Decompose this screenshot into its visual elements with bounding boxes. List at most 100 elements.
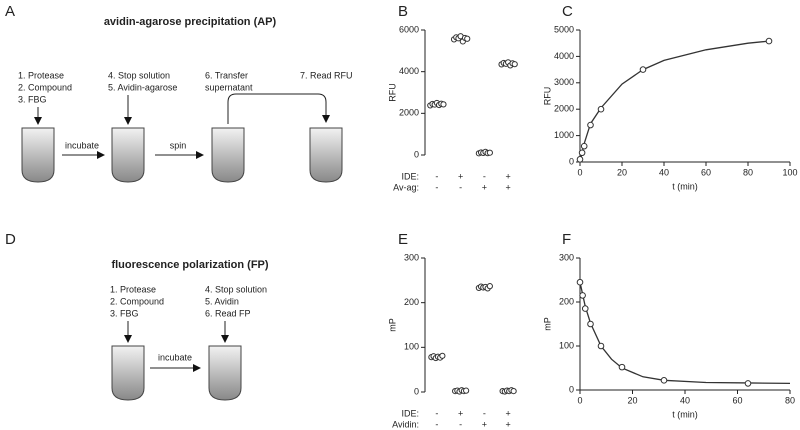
panel-label: A bbox=[5, 3, 15, 20]
data-point bbox=[597, 105, 605, 113]
data-point bbox=[587, 320, 594, 328]
data-point bbox=[587, 121, 594, 129]
action: incubate bbox=[65, 140, 99, 150]
data-point bbox=[618, 363, 626, 371]
data-point bbox=[639, 66, 647, 73]
x-axis-label: t (min) bbox=[672, 409, 698, 419]
condition-value: + bbox=[505, 182, 510, 192]
condition-value: + bbox=[505, 171, 510, 181]
data-point bbox=[581, 305, 589, 312]
x-tick-label: 20 bbox=[627, 395, 637, 405]
condition-value: + bbox=[482, 182, 487, 192]
x-tick-label: 20 bbox=[617, 167, 627, 177]
y-tick-label: 4000 bbox=[554, 51, 574, 61]
x-tick-label: 80 bbox=[785, 395, 795, 405]
step: 4. Stop solution bbox=[205, 284, 267, 294]
condition-value: - bbox=[435, 171, 438, 181]
panel-label: C bbox=[562, 3, 573, 20]
y-tick-label: 3000 bbox=[554, 77, 574, 87]
x-tick-label: 60 bbox=[701, 167, 711, 177]
y-tick-label: 5000 bbox=[554, 24, 574, 34]
data-point bbox=[660, 377, 668, 384]
condition-value: - bbox=[483, 171, 486, 181]
condition-name: Avidin: bbox=[392, 419, 419, 429]
y-tick-label: 100 bbox=[404, 342, 419, 352]
fit-curve bbox=[579, 282, 791, 385]
arrows bbox=[34, 93, 330, 159]
y-tick-label: 200 bbox=[559, 296, 574, 306]
condition-value: + bbox=[482, 419, 487, 429]
panel-label: F bbox=[562, 231, 571, 248]
y-tick-label: 300 bbox=[559, 252, 574, 262]
panel-label: D bbox=[5, 231, 16, 248]
x-tick-label: 0 bbox=[577, 395, 582, 405]
x-axis-label: t (min) bbox=[672, 181, 698, 191]
step: 2. Compound bbox=[110, 296, 164, 306]
step: 1. Protease bbox=[18, 70, 64, 80]
data-point bbox=[486, 149, 493, 156]
condition-value: - bbox=[483, 408, 486, 418]
data-point bbox=[580, 142, 588, 150]
condition-value: - bbox=[435, 182, 438, 192]
y-tick-label: 0 bbox=[569, 384, 574, 394]
data-point bbox=[576, 278, 584, 286]
condition-value: + bbox=[458, 171, 463, 181]
y-tick-label: 4000 bbox=[399, 66, 419, 76]
condition-name: IDE: bbox=[401, 408, 419, 418]
x-tick-label: 40 bbox=[680, 395, 690, 405]
y-tick-label: 0 bbox=[414, 149, 419, 159]
data-point bbox=[744, 380, 752, 387]
step: 1. Protease bbox=[110, 284, 156, 294]
condition-name: IDE: bbox=[401, 171, 419, 181]
tubes bbox=[21, 127, 343, 183]
action: spin bbox=[170, 140, 187, 150]
step: 5. Avidin bbox=[205, 296, 239, 306]
y-axis-label: mP bbox=[542, 317, 552, 331]
data-point bbox=[439, 352, 446, 359]
x-tick-label: 0 bbox=[577, 167, 582, 177]
step: 6. Read FP bbox=[205, 308, 251, 318]
y-tick-label: 300 bbox=[404, 252, 419, 262]
diagram-title: avidin-agarose precipitation (AP) bbox=[104, 16, 277, 28]
diagram-title: fluorescence polarization (FP) bbox=[111, 259, 268, 271]
data-point bbox=[511, 61, 518, 68]
condition-value: - bbox=[459, 419, 462, 429]
panel-label: B bbox=[398, 3, 408, 20]
x-tick-label: 40 bbox=[659, 167, 669, 177]
y-tick-label: 2000 bbox=[399, 108, 419, 118]
x-tick-label: 60 bbox=[732, 395, 742, 405]
data-point bbox=[579, 292, 586, 299]
tubes bbox=[111, 345, 242, 401]
data-point bbox=[440, 101, 447, 108]
condition-value: - bbox=[459, 182, 462, 192]
step: 4. Stop solution bbox=[108, 70, 170, 80]
data-point bbox=[576, 156, 584, 163]
step: 3. FBG bbox=[110, 308, 139, 318]
arrows bbox=[124, 321, 229, 372]
data-point bbox=[463, 387, 470, 394]
condition-value: + bbox=[505, 419, 510, 429]
y-tick-label: 1000 bbox=[554, 130, 574, 140]
data-point bbox=[597, 342, 605, 350]
step: 2. Compound bbox=[18, 82, 72, 92]
y-axis-label: RFU bbox=[542, 87, 552, 106]
condition-value: + bbox=[458, 408, 463, 418]
action: incubate bbox=[158, 352, 192, 362]
y-tick-label: 2000 bbox=[554, 104, 574, 114]
y-axis-label: RFU bbox=[387, 83, 397, 102]
step: 5. Avidin-agarose bbox=[108, 82, 177, 92]
y-tick-label: 6000 bbox=[399, 24, 419, 34]
y-tick-label: 100 bbox=[559, 340, 574, 350]
data-point bbox=[510, 388, 517, 395]
step: supernatant bbox=[205, 82, 253, 92]
condition-name: Av-ag: bbox=[393, 182, 419, 192]
y-tick-label: 0 bbox=[414, 386, 419, 396]
data-point bbox=[765, 37, 773, 45]
step: 6. Transfer bbox=[205, 70, 248, 80]
y-tick-label: 200 bbox=[404, 297, 419, 307]
condition-value: - bbox=[435, 419, 438, 429]
x-tick-label: 100 bbox=[782, 167, 797, 177]
step: 7. Read RFU bbox=[300, 70, 353, 80]
y-axis-label: mP bbox=[387, 318, 397, 332]
y-tick-label: 0 bbox=[569, 156, 574, 166]
